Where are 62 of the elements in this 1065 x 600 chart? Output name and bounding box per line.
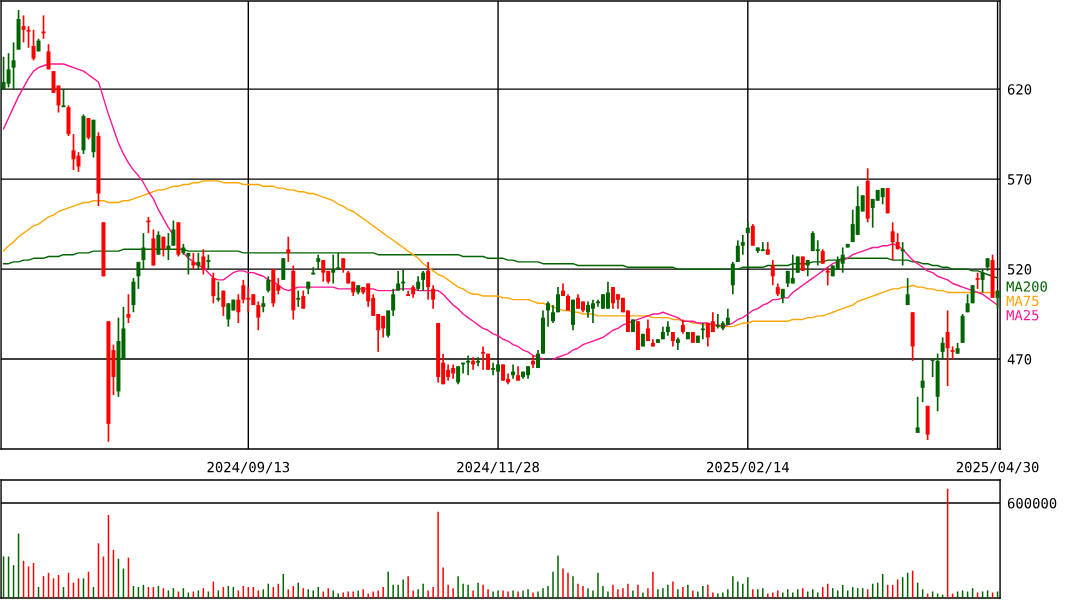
y-tick-label: 600000 [1007,497,1057,509]
x-tick-label: 2025/02/14 [707,461,789,474]
candlestick [71,133,76,171]
candlestick [221,289,226,317]
candlestick [171,219,176,247]
candlestick [126,293,131,324]
y-tick-label: 620 [1007,84,1032,95]
candlestick [915,395,920,434]
candlestick [321,259,326,283]
candlestick [336,252,341,270]
candlestick [476,356,481,368]
candlestick [556,286,561,314]
candlestick [211,271,216,305]
candlestick [466,354,471,377]
candlestick [216,280,221,303]
candlestick [770,259,775,287]
candlestick [605,280,610,310]
candlestick [396,270,401,292]
candlestick [136,261,141,290]
candlestick [920,358,925,404]
candlestick [740,234,745,256]
candlestick [940,336,945,360]
candlestick [21,14,26,44]
candlestick [825,266,830,287]
y-tick-label: 570 [1007,174,1032,185]
x-tick-label: 2024/11/28 [457,461,539,474]
candlestick [890,221,895,261]
x-tick-label: 2024/09/13 [207,461,290,474]
candlestick [426,261,431,301]
candlestick [296,289,301,308]
series-label: MA25 [1006,309,1039,321]
candlestick [491,361,496,377]
candlestick [760,241,765,252]
candlestick [700,322,705,341]
candlestick [431,284,436,310]
candlestick [735,239,740,263]
candlestick [26,25,31,49]
candlestick [421,270,426,292]
candlestick [226,302,231,328]
candlestick [281,257,286,281]
candlestick [905,277,910,306]
candlestick [6,52,11,89]
candlestick [31,28,36,62]
candlestick [286,235,291,263]
candlestick [590,298,595,324]
candlestick [391,288,396,317]
candlestick [945,309,950,387]
candlestick [11,41,16,90]
y-tick-label: 520 [1007,264,1032,275]
candlestick [241,279,246,305]
candlestick [256,300,261,332]
candlestick [201,248,206,276]
candlestick [546,300,551,328]
candlestick [236,293,241,324]
candlestick [481,345,486,371]
x-tick-label: 2025/04/30 [956,461,1039,474]
candlestick [46,43,51,71]
series-label: MA200 [1006,281,1047,292]
candlestick [750,223,755,247]
series-label: MA75 [1006,295,1039,307]
candlestick [131,277,136,314]
y-tick-label: 470 [1007,354,1032,365]
